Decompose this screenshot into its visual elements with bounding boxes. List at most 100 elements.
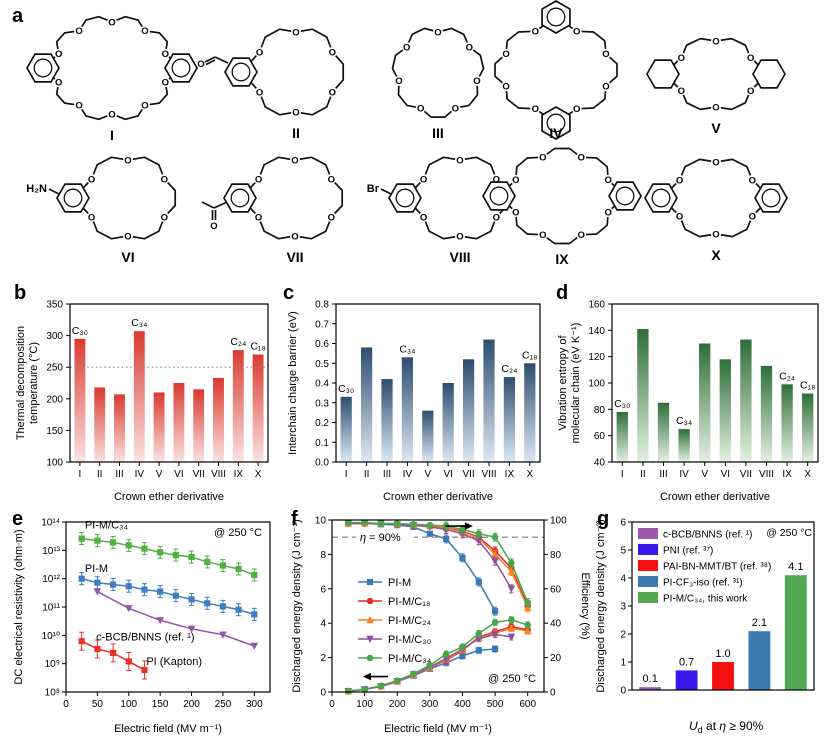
oxygen-atom: O [678,53,685,64]
svg-text:600: 600 [519,699,536,710]
svg-text:200: 200 [46,394,63,405]
structure-IX: O O O O O O O O IX [482,147,642,267]
oxygen-atom: O [108,109,115,120]
svg-text:c-BCB/BNNS (ref. ¹): c-BCB/BNNS (ref. ¹) [96,632,194,644]
structure-VI: O O O O O O H₂N VI [26,155,177,265]
oxygen-atom: O [328,212,335,223]
svg-text:6: 6 [320,584,326,595]
oxygen-atom: O [573,104,580,115]
oxygen-atom: O [539,152,546,163]
svg-text:140: 140 [588,326,605,337]
svg-text:Vibration entropy of: Vibration entropy of [557,334,569,430]
svg-text:0.0: 0.0 [315,458,329,469]
svg-text:0.7: 0.7 [315,319,329,330]
chart-dc-resistivity: 10⁸ 10⁹ 10¹⁰ 10¹¹ 10¹² 10¹³ 10¹⁴ 0 50 100 150 200 25… [13,518,271,735]
svg-text:500: 500 [487,699,504,710]
oxygen-atom: O [434,27,441,38]
oxygen-atom: O [678,86,685,97]
svg-text:VIII: VIII [481,469,496,480]
svg-text:II: II [97,469,103,480]
svg-text:4: 4 [320,619,326,630]
svg-text:100: 100 [356,699,373,710]
structure-II: O O O O O O O II [197,27,345,141]
bar-II [94,387,106,462]
bar-V [422,410,434,462]
substituent-label: Br [367,183,380,195]
bar-X [524,363,536,462]
svg-text:5: 5 [620,546,626,557]
bar-II [360,347,373,462]
svg-text:200: 200 [183,699,200,710]
bar-III [657,402,670,462]
svg-text:PI-M/C₃₀: PI-M/C₃₀ [388,634,431,646]
bar-X [802,393,814,462]
svg-text:c-BCB/BNNS (ref. ¹): c-BCB/BNNS (ref. ¹) [663,530,752,541]
svg-text:6: 6 [620,518,626,529]
bar-IX [503,377,516,462]
oxygen-atom: O [602,49,609,60]
bar-VI [173,383,185,462]
svg-text:IX: IX [505,469,515,480]
oxygen-atom: O [456,155,463,166]
bar-VIII [760,365,773,462]
svg-text:Electric field (MV m⁻¹): Electric field (MV m⁻¹) [114,723,222,735]
svg-text:PI-M/C₂₄: PI-M/C₂₄ [388,615,431,627]
svg-text:I: I [345,469,348,480]
svg-text:60: 60 [594,431,606,442]
svg-text:0: 0 [620,686,626,697]
oxygen-atom: O [141,101,148,112]
svg-text:10⁹: 10⁹ [45,659,60,670]
svg-text:0.1: 0.1 [643,673,658,685]
oxygen-atom: O [329,87,336,98]
svg-text:Electric field (MV m⁻¹): Electric field (MV m⁻¹) [384,723,492,735]
svg-text:PI-M/C₁₈: PI-M/C₁₈ [388,596,431,608]
svg-text:10¹²: 10¹² [42,574,60,585]
bar-I [616,411,628,462]
svg-text:PI-M/C₃₄, this work: PI-M/C₃₄, this work [663,594,748,605]
svg-text:Discharged energy density (J c: Discharged energy density (J cm⁻³) [291,519,303,692]
svg-text:C₁₈: C₁₈ [250,341,265,353]
svg-text:100: 100 [120,699,137,710]
bar-III [114,394,125,462]
panel-letter-a: a [12,5,24,27]
oxygen-atom: O [55,78,62,89]
bar-0 [639,687,662,690]
oxygen-atom: O [162,78,169,89]
svg-text:0: 0 [550,688,556,699]
svg-text:0.8: 0.8 [315,300,329,311]
series-PI-M/C₃₄ [78,532,258,582]
oxygen-atom: O [532,104,539,115]
svg-text:0.5: 0.5 [315,359,329,370]
svg-text:2: 2 [620,630,626,641]
svg-text:120: 120 [588,352,605,363]
svg-text:VI: VI [721,469,730,480]
legend: c-BCB/BNNS (ref. ¹) PNI (ref. ³⁷) PAI-BN-M… [638,528,771,605]
oxygen-atom: O [255,174,262,185]
oxygen-atom: O [88,174,95,185]
svg-text:60: 60 [550,584,562,595]
svg-text:8: 8 [320,550,326,561]
bar-IX [232,350,244,462]
oxygen-atom: O [292,27,299,38]
svg-text:10¹⁰: 10¹⁰ [42,631,60,642]
svg-text:Thermal decomposition: Thermal decomposition [15,326,27,440]
svg-text:Interchain charge barrier (eV): Interchain charge barrier (eV) [287,311,299,455]
svg-text:IV: IV [679,469,689,480]
svg-text:80: 80 [594,405,606,416]
svg-text:10¹³: 10¹³ [42,546,60,557]
svg-text:0: 0 [329,699,335,710]
svg-text:400: 400 [454,699,471,710]
svg-text:100: 100 [588,379,605,390]
svg-text:Discharged energy density (J c: Discharged energy density (J cm⁻³) [595,519,607,692]
bars [616,329,814,462]
svg-text:Crown ether derivative: Crown ether derivative [114,491,224,503]
bar-VII [740,339,752,462]
legend: PI-M PI-M/C₁₈ PI-M/C₂₄ PI-M/C₃₀ PI-M/C₃₄ [358,577,432,665]
svg-text:PI-M: PI-M [388,577,411,589]
oxygen-atom: O [124,231,131,242]
svg-text:100: 100 [46,458,63,469]
